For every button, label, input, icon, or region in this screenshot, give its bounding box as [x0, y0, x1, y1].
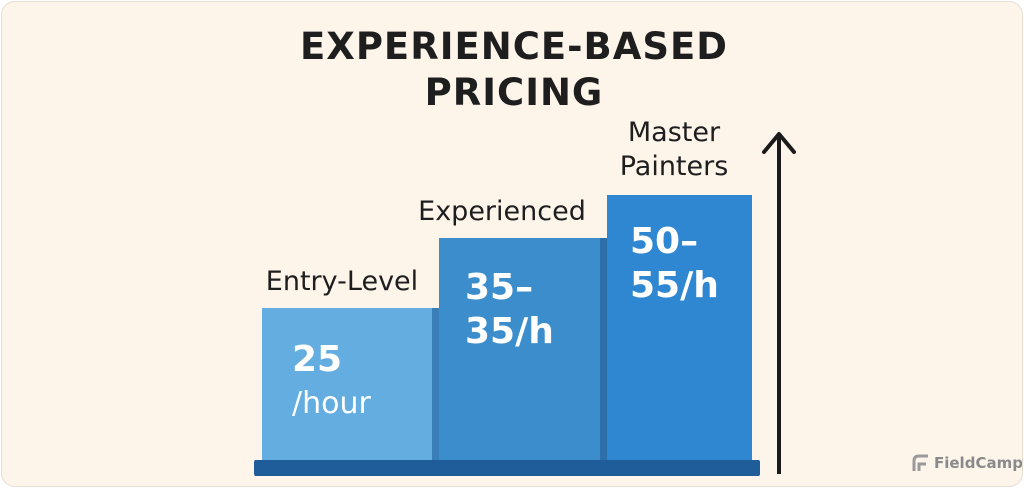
bar-shadow [600, 238, 607, 460]
base-bar [254, 460, 760, 476]
growth-arrow [762, 132, 796, 474]
tier-bar [607, 195, 752, 460]
arrow-head [762, 132, 796, 154]
price-line: 25 [292, 339, 343, 380]
price-line: 50– [630, 221, 699, 262]
tier-label: Master Painters [619, 117, 729, 182]
brand-name: FieldCamp [934, 454, 1023, 472]
tier-price: 35– 35/h [465, 266, 554, 354]
tier-bar [262, 308, 432, 460]
tier-bar [439, 238, 600, 460]
tier-label: Experienced [418, 196, 586, 227]
tier-price: 25 /hour [292, 338, 371, 426]
price-line: 55/h [630, 265, 719, 306]
price-line: /hour [292, 386, 371, 421]
tier-label: Entry-Level [265, 266, 419, 297]
bar-shadow [432, 308, 439, 460]
tier-price: 50– 55/h [630, 220, 719, 308]
price-line: 35/h [465, 311, 554, 352]
price-line: 35– [465, 267, 534, 308]
brand-logo [912, 454, 928, 471]
title: EXPERIENCE-BASED PRICING [300, 25, 728, 114]
